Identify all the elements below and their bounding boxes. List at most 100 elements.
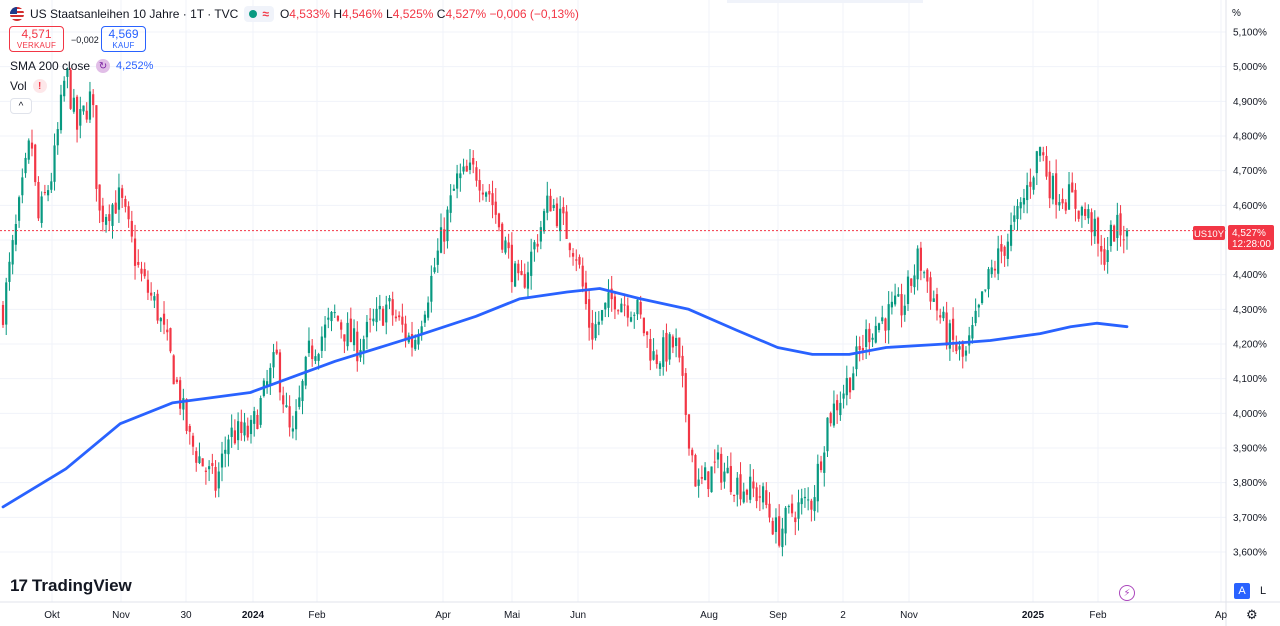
- candle-body: [607, 292, 610, 308]
- candle-body: [971, 325, 974, 339]
- symbol-legend[interactable]: US Staatsanleihen 10 Jahre · 1T · TVC ≈ …: [10, 6, 579, 22]
- candle-body: [82, 105, 85, 112]
- candle-body: [1051, 175, 1055, 200]
- candle-body: [613, 296, 617, 310]
- candle-body: [30, 142, 34, 149]
- price-tick-label: 4,800%: [1233, 132, 1267, 143]
- time-axis[interactable]: Okt Nov 30 2024 Feb Apr Mai Jun Aug Sep 2 Nov 2025 Fe…: [44, 610, 1227, 621]
- tradingview-logo[interactable]: 17 TradingView: [10, 576, 132, 596]
- candle-body: [510, 244, 513, 283]
- candle-body: [539, 227, 542, 242]
- price-tick-label: 3,800%: [1233, 478, 1267, 489]
- candle-body: [761, 486, 765, 503]
- candle-body: [156, 293, 159, 321]
- candle-body: [301, 380, 304, 402]
- candle-body: [868, 328, 871, 343]
- candle-body: [536, 243, 539, 247]
- vol-legend[interactable]: Vol !: [10, 79, 47, 93]
- vol-label[interactable]: Vol: [10, 79, 27, 93]
- settings-gear-icon[interactable]: ⚙: [1246, 607, 1258, 622]
- sma-label[interactable]: SMA 200 close: [10, 59, 91, 73]
- candle-body: [565, 211, 568, 239]
- candle-body: [797, 502, 800, 519]
- candle-body: [92, 94, 95, 106]
- candle-body: [1061, 198, 1064, 204]
- candle-body: [1006, 241, 1009, 259]
- collapse-legend-button[interactable]: ^: [10, 98, 32, 114]
- candle-body: [1000, 244, 1003, 252]
- candle-body: [275, 349, 278, 354]
- warning-icon[interactable]: !: [32, 79, 47, 93]
- price-axis[interactable]: 5,100%5,000%4,900%4,800%4,700%4,600%4,50…: [1233, 28, 1267, 559]
- candle-body: [314, 356, 317, 361]
- candle-body: [800, 498, 803, 505]
- candle-body: [977, 304, 980, 308]
- time-tick-label: Sep: [769, 610, 787, 621]
- candle-body: [591, 322, 594, 340]
- candle-body: [588, 299, 591, 328]
- candle-body: [562, 206, 565, 214]
- candle-body: [330, 311, 333, 322]
- buy-button[interactable]: 4,569 KAUF: [101, 26, 146, 52]
- last-price-value-bg: [1228, 225, 1274, 250]
- candle-body: [69, 69, 72, 109]
- candle-body: [484, 192, 488, 197]
- candle-body: [423, 314, 427, 323]
- candle-body: [884, 318, 887, 331]
- top-drag-strip[interactable]: [727, 0, 923, 3]
- candle-body: [826, 417, 829, 452]
- candle-body: [385, 304, 388, 323]
- candle-body: [504, 240, 507, 253]
- candle-body: [897, 294, 900, 297]
- candle-body: [836, 400, 839, 411]
- sma-200-line: [1, 287, 1129, 509]
- candle-body: [533, 242, 536, 250]
- candle-body: [610, 288, 613, 300]
- sma-legend[interactable]: SMA 200 close ↻ 4,252%: [10, 59, 153, 73]
- candle-body: [1016, 206, 1019, 220]
- log-scale-button[interactable]: L: [1259, 585, 1267, 597]
- candle-body: [362, 339, 365, 353]
- candle-body: [111, 204, 114, 226]
- candle-body: [349, 318, 352, 343]
- buy-price: 4,569: [108, 27, 139, 41]
- candle-body: [1019, 202, 1022, 209]
- lightning-icon[interactable]: ⚡: [1119, 585, 1135, 601]
- tradingview-logo-text: TradingView: [31, 576, 132, 595]
- candle-body: [265, 381, 269, 386]
- candle-body: [1087, 209, 1090, 219]
- candle-body: [34, 144, 37, 183]
- candle-body: [816, 463, 819, 502]
- price-tick-label: 4,200%: [1233, 340, 1267, 351]
- candle-body: [375, 308, 378, 323]
- candle-body: [1090, 212, 1093, 233]
- candle-body: [784, 507, 787, 534]
- candle-body: [720, 453, 723, 483]
- candle-body: [501, 223, 504, 250]
- ohlc-low-value: 4,525%: [392, 7, 434, 21]
- candle-body: [600, 310, 604, 321]
- candle-body: [8, 261, 11, 282]
- symbol-title[interactable]: US Staatsanleihen 10 Jahre · 1T · TVC: [30, 7, 239, 21]
- candle-body: [813, 497, 816, 512]
- candle-body: [1013, 215, 1016, 222]
- price-tick-label: 4,300%: [1233, 305, 1267, 316]
- market-status-pill[interactable]: ≈: [244, 6, 274, 22]
- candle-body: [436, 250, 439, 265]
- candle-body: [964, 350, 968, 356]
- candle-body: [294, 411, 298, 430]
- candle-body: [916, 248, 919, 280]
- candle-body: [1009, 224, 1013, 246]
- candle-body: [829, 412, 832, 424]
- candle-body: [53, 145, 56, 182]
- auto-scale-button[interactable]: A: [1234, 583, 1250, 599]
- candle-body: [75, 96, 79, 130]
- candle-body: [819, 461, 823, 471]
- sell-button[interactable]: 4,571 VERKAUF: [9, 26, 64, 52]
- last-price-value: 4,527%: [1232, 228, 1266, 239]
- candle-body: [662, 337, 665, 367]
- candle-body: [433, 267, 436, 273]
- candle-body: [675, 337, 678, 346]
- candle-body: [323, 324, 327, 338]
